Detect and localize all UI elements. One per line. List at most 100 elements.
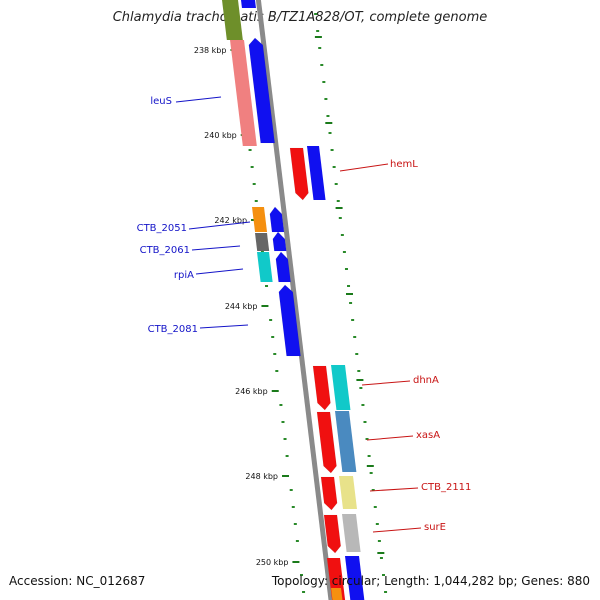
ruler-minor-dot [250, 166, 254, 168]
ruler-minor-dot [285, 455, 289, 457]
ruler-minor-dot [254, 200, 258, 202]
minor-dot [359, 387, 363, 389]
gene-leader-line [191, 245, 241, 251]
ruler-minor-dot [265, 285, 269, 287]
gene-label-CTB_2111: CTB_2111 [421, 482, 471, 493]
cds-arrow-leuS [248, 37, 276, 144]
gene-label-rpiA: rpiA [174, 270, 194, 281]
ruler-minor-dot [273, 353, 277, 355]
gene-color-bar-steel [335, 411, 357, 472]
minor-dot [369, 472, 373, 474]
ruler-label: 242 kbp [214, 216, 247, 225]
minor-dot [363, 421, 367, 423]
minor-dot [344, 268, 348, 270]
ruler-label: 246 kbp [235, 387, 268, 396]
minor-tick [377, 552, 385, 554]
minor-dot [353, 336, 357, 338]
minor-dot [328, 132, 332, 134]
minor-tick [325, 122, 333, 124]
minor-dot [373, 506, 377, 508]
gene-color-bar-olive [222, 0, 243, 40]
gene-leader-line [199, 324, 249, 329]
gene-color-bar-pink [230, 40, 257, 146]
ruler-minor-dot [252, 183, 256, 185]
accession-text: Accession: NC_012687 [9, 574, 146, 588]
gene-color-bar-orange [252, 207, 268, 232]
minor-dot [320, 64, 324, 66]
minor-tick [335, 207, 343, 209]
minor-dot [355, 353, 359, 355]
minor-tick [366, 465, 374, 467]
gene-color-bar-cyan [257, 252, 273, 282]
minor-dot [326, 115, 330, 117]
gene-label-xasA: xasA [416, 430, 440, 441]
gene-label-leuS: leuS [150, 96, 172, 107]
gene-label-CTB_2081: CTB_2081 [148, 324, 198, 335]
ruler-minor-dot [248, 149, 252, 151]
minor-dot [367, 455, 371, 457]
gene-color-bar-silver [342, 514, 361, 552]
ruler-minor-dot [279, 404, 283, 406]
ruler-minor-dot [291, 506, 295, 508]
minor-dot [316, 30, 320, 32]
ruler-label: 240 kbp [204, 131, 237, 140]
minor-dot [347, 285, 351, 287]
cds-arrow-hemL-blue [307, 146, 326, 200]
minor-dot [332, 166, 336, 168]
ruler-label: 238 kbp [194, 46, 227, 55]
cds-arrow-surE-red [323, 514, 342, 554]
ruler-minor-dot [275, 370, 279, 372]
gene-color-bar-cyan2 [331, 365, 351, 410]
gene-color-bar-orange2 [331, 588, 343, 600]
cds-arrow-xasA-red [316, 411, 337, 474]
ruler-minor-dot [289, 489, 293, 491]
gene-leader-line [339, 163, 389, 172]
gene-leader-line [369, 487, 419, 492]
gene-label-surE: surE [424, 522, 446, 533]
cds-arrow-top [241, 0, 256, 8]
ruler-minor-dot [302, 591, 306, 593]
ruler-minor-dot [299, 574, 303, 576]
minor-dot [324, 98, 328, 100]
gene-label-dhnA: dhnA [413, 375, 439, 386]
minor-dot [357, 370, 361, 372]
minor-dot [375, 523, 379, 525]
gene-leader-line [188, 221, 251, 230]
gene-color-bar-yellow [339, 476, 357, 509]
gene-leader-line [175, 96, 222, 103]
cds-arrow-hemL-red [289, 147, 309, 201]
minor-dot [377, 540, 381, 542]
gene-leader-line [361, 380, 411, 386]
ruler-minor-dot [295, 540, 299, 542]
gene-label-CTB_2051: CTB_2051 [137, 223, 187, 234]
genome-summary-text: Topology: circular; Length: 1,044,282 bp… [271, 574, 590, 588]
gene-leader-line [366, 435, 414, 441]
cds-arrow-CTB_2051 [269, 206, 285, 233]
ruler-minor-dot [293, 523, 297, 525]
minor-dot [365, 438, 369, 440]
gene-color-bar-gray [255, 233, 270, 251]
minor-dot [338, 217, 342, 219]
minor-tick [345, 293, 353, 295]
minor-dot [379, 557, 383, 559]
minor-dot [330, 149, 334, 151]
cds-arrow-rpiA [275, 251, 291, 283]
minor-dot [340, 234, 344, 236]
ruler-label: 250 kbp [256, 558, 289, 567]
backbone-line [255, 0, 334, 600]
cds-arrow-CTB_2111-red [320, 476, 338, 511]
gene-leader-line [195, 268, 244, 275]
minor-tick [356, 379, 364, 381]
minor-dot [322, 81, 326, 83]
cds-arrow-CTB_2081 [278, 284, 301, 357]
minor-dot [351, 319, 355, 321]
minor-tick [314, 36, 322, 38]
ruler-label: 244 kbp [225, 302, 258, 311]
ruler-minor-dot [269, 319, 273, 321]
ruler-minor-dot [281, 421, 285, 423]
minor-dot [384, 591, 388, 593]
minor-dot [349, 302, 353, 304]
minor-dot [381, 574, 385, 576]
